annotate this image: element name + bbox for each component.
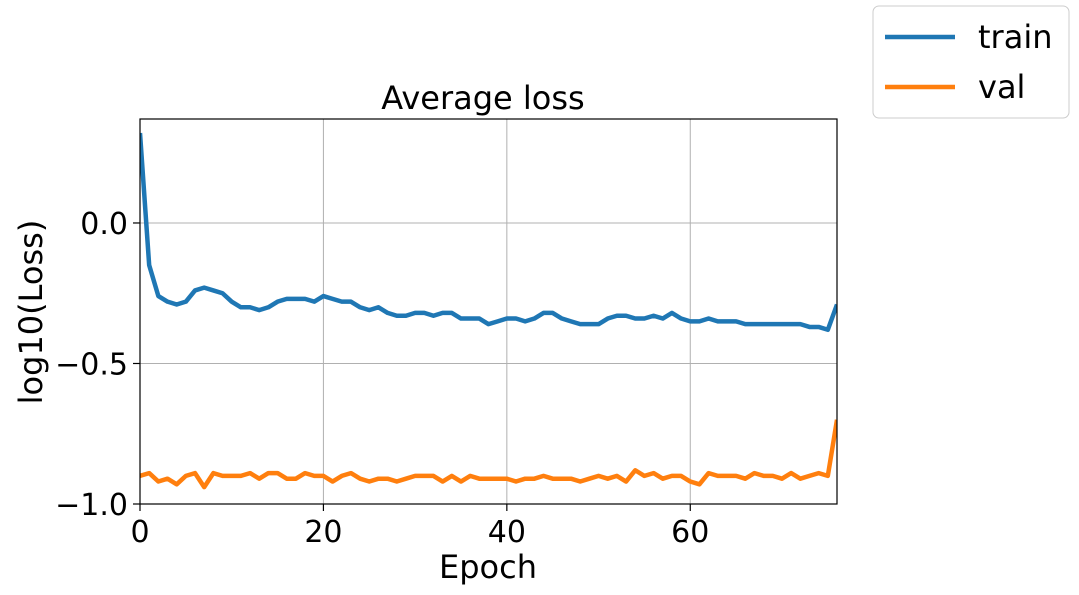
plot-area bbox=[140, 119, 837, 504]
axis-ticks: 0 20 40 60 0.0 −0.5 −1.0 bbox=[55, 207, 709, 550]
legend-box bbox=[872, 5, 1070, 119]
legend-label-train: train bbox=[978, 18, 1052, 56]
y-tick-label: −0.5 bbox=[55, 347, 128, 382]
y-tick-label: 0.0 bbox=[80, 207, 128, 242]
chart-title: Average loss bbox=[381, 79, 584, 117]
x-tick-label: 40 bbox=[488, 515, 526, 550]
x-axis-label: Epoch bbox=[439, 548, 537, 586]
series-line-train bbox=[140, 132, 837, 333]
series-line-val bbox=[140, 419, 837, 490]
plot-frame bbox=[139, 118, 838, 505]
y-axis-label: log10(Loss) bbox=[12, 220, 50, 405]
series-lines bbox=[140, 132, 837, 490]
legend: train val bbox=[872, 5, 1070, 119]
y-tick-label: −1.0 bbox=[55, 488, 128, 523]
legend-label-val: val bbox=[978, 68, 1025, 106]
x-tick-label: 60 bbox=[671, 515, 709, 550]
x-tick-label: 20 bbox=[304, 515, 342, 550]
x-tick-label: 0 bbox=[130, 515, 149, 550]
